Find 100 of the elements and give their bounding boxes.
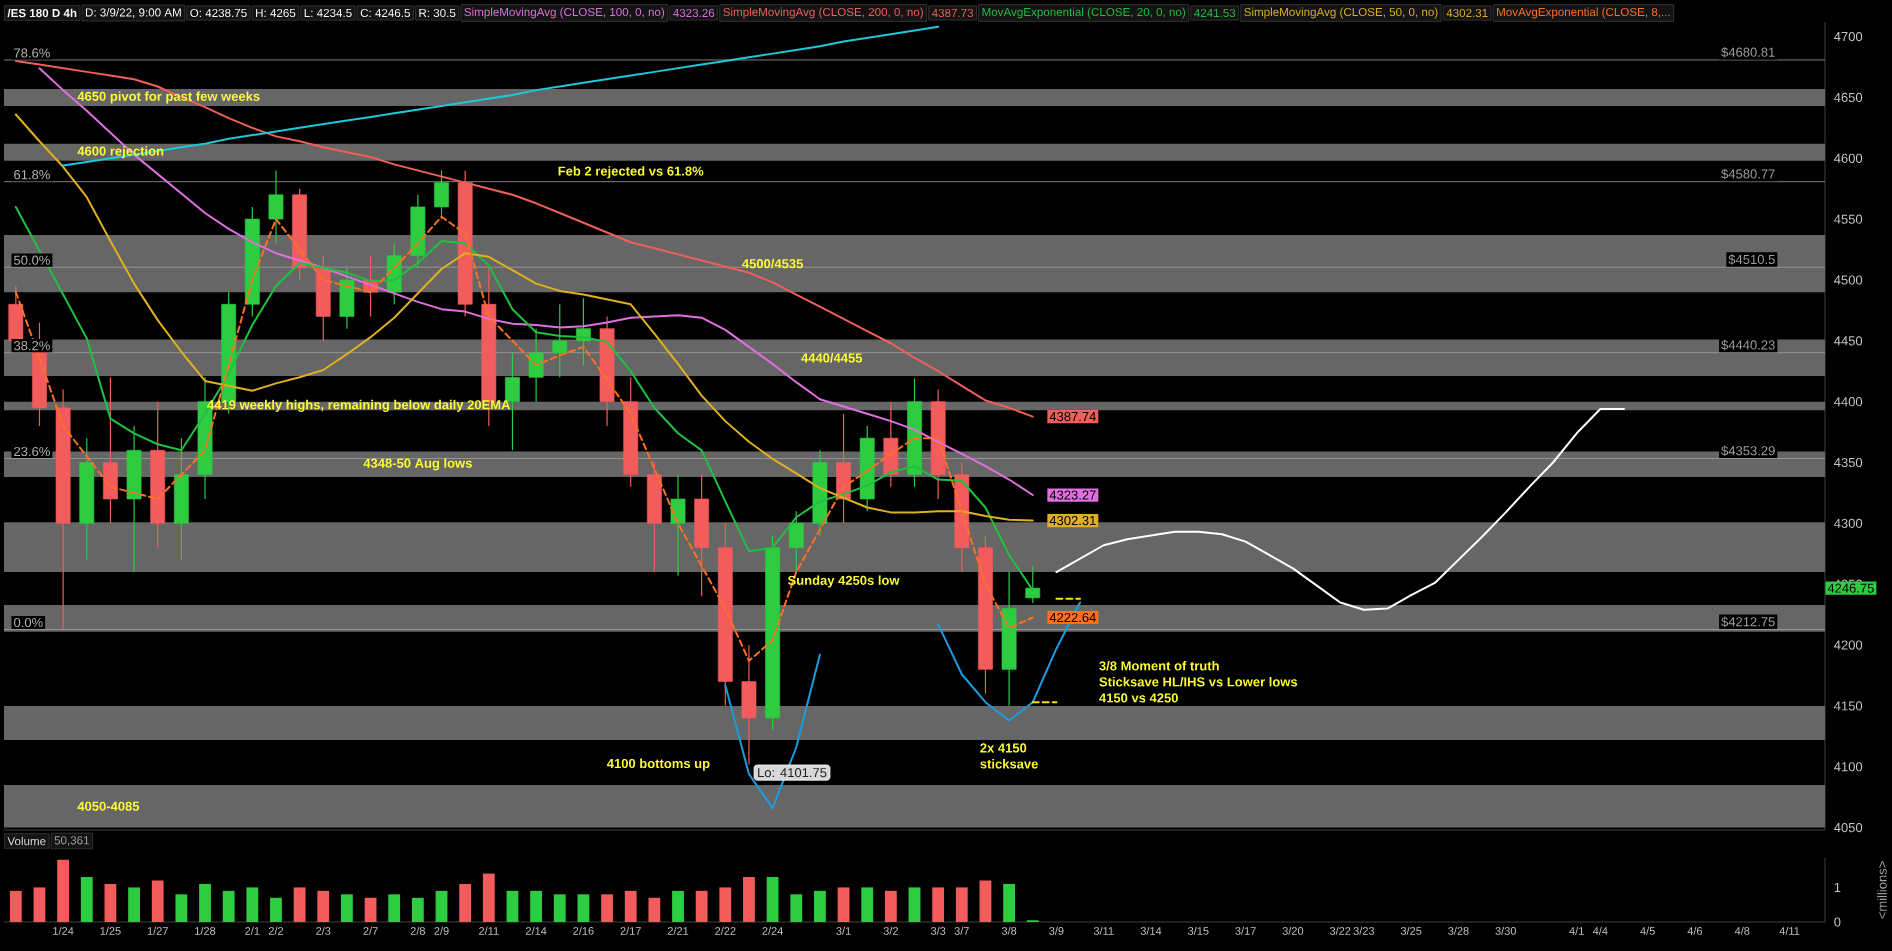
ref-line-label: $4440.23: [1721, 339, 1775, 351]
bar: [790, 894, 803, 922]
text: O: 4238.75: [190, 8, 247, 18]
text: 4323.26: [673, 8, 715, 18]
chart-title: /ES 180 D 4h: [7, 8, 77, 18]
text: SimpleMovingAvg (CLOSE, 100, 0, no): [464, 7, 665, 19]
x-tick-label: 3/1: [836, 926, 851, 935]
x-tick-label: 2/21: [667, 926, 689, 935]
y-tick-label: 4600: [1834, 153, 1863, 163]
x-tick-label: 4/4: [1592, 926, 1608, 935]
bar: [9, 890, 22, 922]
annotation: 3/8 Moment of truth: [1099, 660, 1219, 671]
ref-line-label: $4212.75: [1721, 616, 1775, 628]
bar: [57, 859, 70, 922]
bar: [435, 890, 448, 922]
bar: [577, 894, 590, 922]
x-tick-label: 4/8: [1734, 926, 1750, 935]
annotation: 2x 4150: [980, 743, 1027, 753]
bar: [884, 890, 897, 922]
bar: [270, 897, 282, 922]
chart-title: Volume: [7, 836, 46, 846]
x-tick-label: 1/25: [100, 926, 121, 935]
bar: [553, 894, 566, 922]
text: D: 3/9/22, 9:00 AM: [85, 8, 181, 18]
band-label: 4440/4455: [801, 353, 863, 363]
x-tick-label: 3/11: [1093, 926, 1114, 935]
bar: [341, 894, 353, 922]
x-tick-label: 3/22: [1329, 926, 1351, 935]
x-tick-label: 3/23: [1353, 926, 1375, 935]
bar: [908, 887, 921, 922]
y-tick-label: 4650: [1834, 92, 1863, 103]
text: SimpleMovingAvg (CLOSE, 50, 0, no): [1244, 7, 1438, 19]
band-label: 4050-4085: [77, 801, 140, 811]
bar: [1003, 883, 1016, 922]
bar: [80, 877, 93, 922]
bar: [317, 890, 330, 922]
x-tick-label: 2/3: [316, 926, 331, 935]
x-tick-label: 3/17: [1235, 926, 1256, 935]
bar: [837, 887, 850, 922]
annotation: Feb 2 rejected vs 61.8%: [558, 166, 704, 179]
bar: [388, 894, 401, 922]
x-tick-label: 2/2: [268, 926, 284, 935]
y-tick-label: 4500: [1834, 275, 1863, 285]
annotation: 4150 vs 4250: [1099, 693, 1178, 703]
bar: [175, 894, 188, 922]
text: SimpleMovingAvg (CLOSE, 200, 0, no): [723, 7, 923, 19]
bar: [601, 894, 613, 922]
bar: [104, 883, 117, 922]
x-tick-label: 4/6: [1687, 926, 1703, 935]
bar: [743, 877, 755, 922]
x-tick-label: 2/24: [762, 926, 783, 935]
x-tick-label: 3/3: [930, 926, 946, 935]
x-tick-label: 4/1: [1569, 926, 1584, 935]
bar: [648, 897, 661, 922]
text: MovAvgExponential (CLOSE, 20, 0, no): [982, 7, 1186, 19]
x-tick-label: 2/14: [525, 926, 547, 935]
bar: [719, 887, 732, 922]
text: R: 30.5: [419, 8, 456, 18]
bar: [506, 890, 519, 922]
x-tick-label: 3/28: [1448, 926, 1469, 935]
ref-line-label: $4353.29: [1721, 445, 1775, 457]
text: H: 4265: [256, 8, 296, 18]
x-tick-label: 1/28: [195, 926, 216, 935]
bar: [293, 887, 306, 922]
y-tick-label: 4700: [1834, 32, 1863, 42]
data-label: 4323.27: [1049, 490, 1096, 500]
x-tick-label: 2/8: [410, 926, 426, 935]
x-tick-label: 3/2: [883, 926, 898, 935]
annotation: 78.6%: [14, 48, 50, 58]
y-tick-label: 4300: [1834, 518, 1863, 528]
data-label: 4222.64: [1049, 612, 1096, 623]
annotation: 50.0%: [14, 255, 50, 265]
annotation: Sticksave HL/IHS vs Lower lows: [1099, 676, 1298, 687]
candlestick: [1025, 565, 1041, 604]
bar: [979, 880, 992, 922]
annotation: 38.2%: [13, 341, 50, 351]
y-tick-label: 4450: [1834, 336, 1863, 346]
bar: [955, 887, 968, 922]
bar: [411, 897, 424, 922]
y-tick-label: 0: [1834, 917, 1841, 927]
bar: [459, 883, 472, 922]
y-tick-label: 4400: [1834, 397, 1863, 407]
candlestick: [552, 303, 568, 378]
text: C: 4246.5: [360, 8, 410, 18]
bar: [33, 887, 46, 922]
data-label: 4387.74: [1049, 411, 1096, 422]
ref-line-label: $4580.77: [1721, 168, 1775, 180]
x-tick-label: 3/30: [1495, 926, 1517, 935]
y-tick-label: 4100: [1834, 762, 1863, 772]
annotation: 23.6%: [14, 446, 50, 457]
x-tick-label: 4/11: [1779, 926, 1800, 935]
bar: [932, 887, 945, 922]
band-label: 4348-50 Aug lows: [363, 458, 472, 471]
bar: [482, 873, 495, 922]
y-tick-label: 4050: [1834, 822, 1863, 833]
x-tick-label: 2/9: [434, 926, 449, 935]
bar: [222, 890, 235, 922]
bar: [128, 887, 140, 922]
y-tick-label: 4350: [1834, 457, 1863, 468]
ref-line-label: $4680.81: [1721, 47, 1775, 58]
